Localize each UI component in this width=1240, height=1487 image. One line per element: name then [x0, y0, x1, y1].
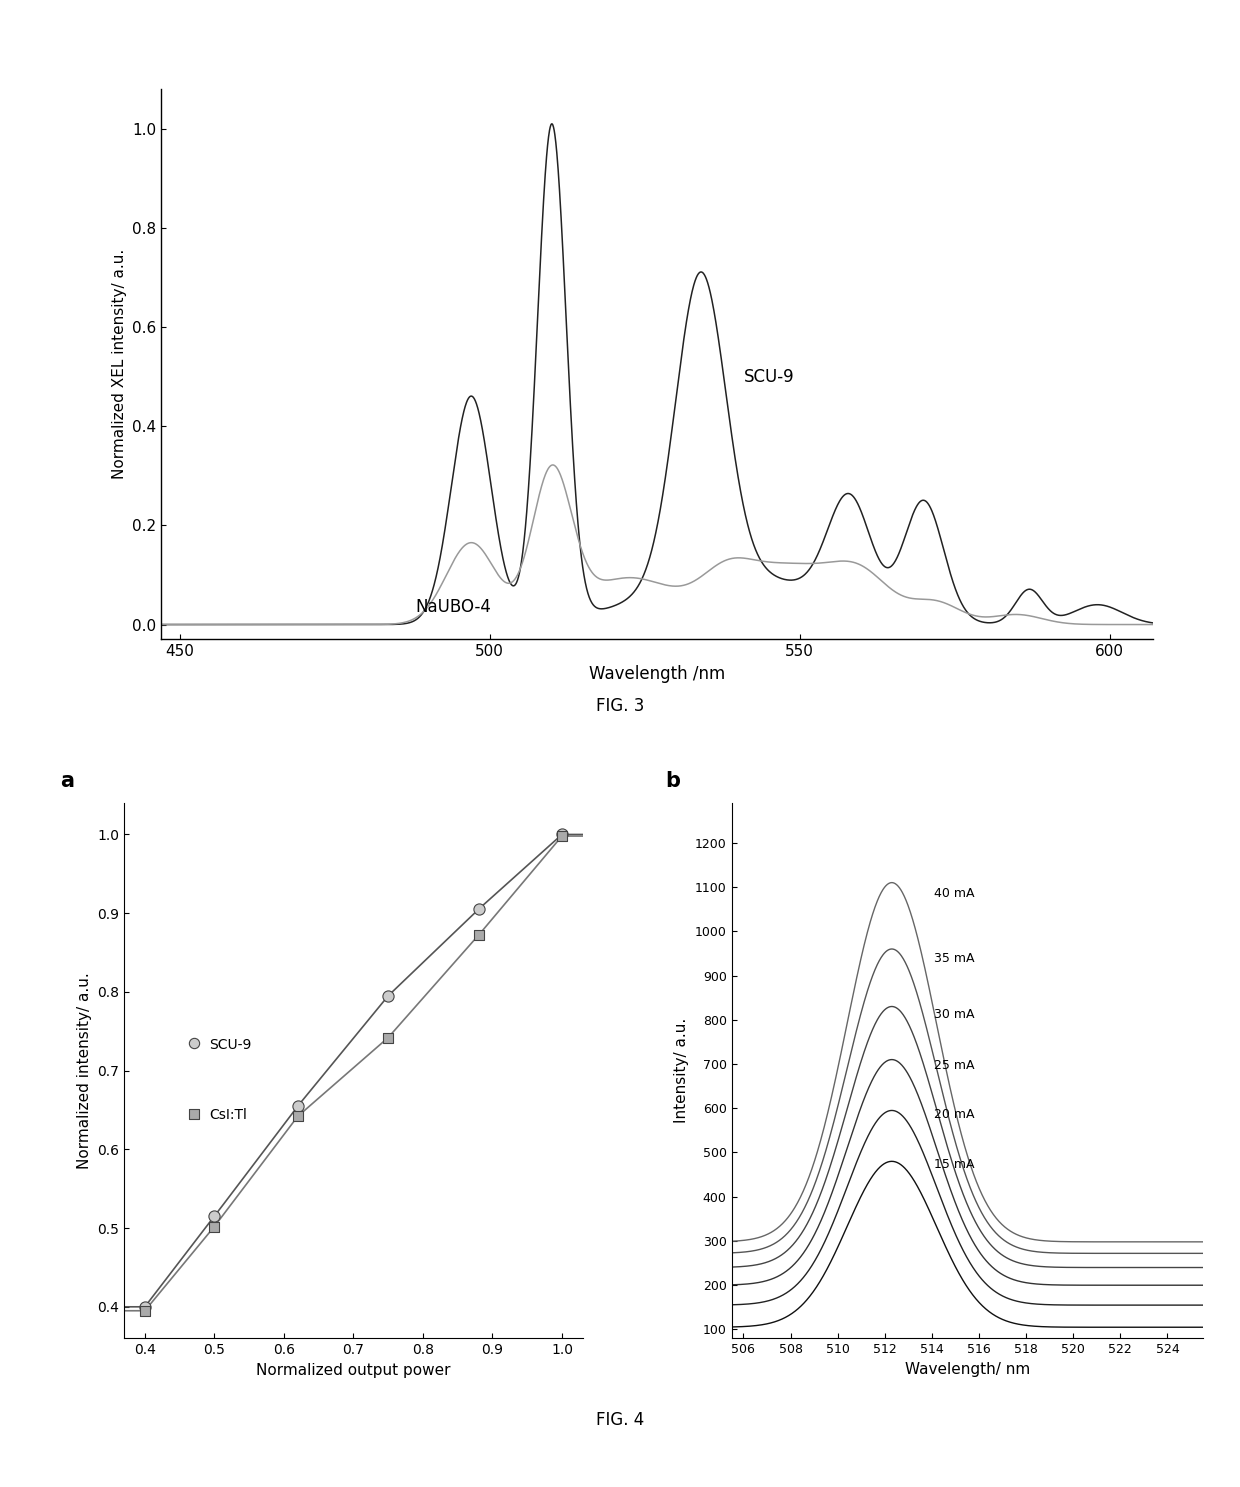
Text: SCU-9: SCU-9	[744, 367, 795, 385]
Point	[469, 897, 489, 920]
Text: SCU-9: SCU-9	[208, 1038, 252, 1053]
Y-axis label: Normalized intensity/ a.u.: Normalized intensity/ a.u.	[77, 972, 92, 1169]
Y-axis label: Normalized XEL intensity/ a.u.: Normalized XEL intensity/ a.u.	[112, 250, 126, 479]
Text: NaUBO-4: NaUBO-4	[415, 598, 491, 616]
Point	[205, 1215, 224, 1239]
Point	[184, 1102, 203, 1126]
Point	[552, 824, 572, 848]
Point	[184, 1030, 203, 1054]
Text: 25 mA: 25 mA	[934, 1059, 975, 1072]
Y-axis label: Intensity/ a.u.: Intensity/ a.u.	[675, 1019, 689, 1123]
Point	[205, 1204, 224, 1228]
Text: a: a	[60, 770, 73, 791]
Point	[378, 1026, 398, 1050]
Point	[288, 1105, 308, 1129]
Text: FIG. 3: FIG. 3	[595, 697, 645, 715]
Text: FIG. 4: FIG. 4	[596, 1411, 644, 1429]
Text: b: b	[666, 770, 681, 791]
Point	[135, 1298, 155, 1322]
Text: 35 mA: 35 mA	[934, 952, 975, 965]
Point	[378, 984, 398, 1008]
Text: 20 mA: 20 mA	[934, 1108, 975, 1121]
Point	[288, 1094, 308, 1118]
X-axis label: Normalized output power: Normalized output power	[257, 1362, 450, 1378]
X-axis label: Wavelength /nm: Wavelength /nm	[589, 665, 725, 683]
Text: CsI:Tl: CsI:Tl	[208, 1108, 247, 1123]
Text: 40 mA: 40 mA	[934, 888, 975, 900]
Text: 30 mA: 30 mA	[934, 1008, 975, 1020]
Point	[135, 1295, 155, 1319]
Point	[552, 822, 572, 846]
Point	[469, 923, 489, 947]
Text: 15 mA: 15 mA	[934, 1158, 975, 1170]
X-axis label: Wavelength/ nm: Wavelength/ nm	[904, 1362, 1030, 1377]
